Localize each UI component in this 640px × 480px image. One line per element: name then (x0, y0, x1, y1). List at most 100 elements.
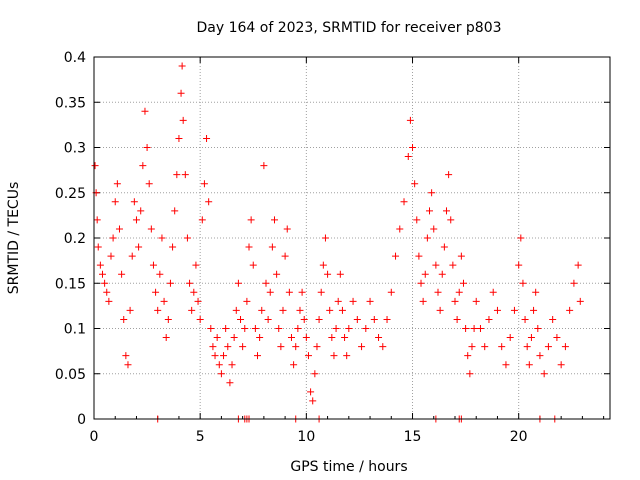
data-point (241, 325, 249, 332)
data-point (122, 352, 130, 360)
data-point (213, 334, 221, 342)
data-point (164, 315, 172, 323)
data-point (428, 189, 436, 197)
data-point (239, 343, 247, 351)
data-point (190, 288, 198, 296)
data-point (245, 243, 253, 251)
data-point (215, 361, 223, 369)
data-point (436, 306, 444, 314)
data-point (171, 207, 179, 215)
data-point (249, 261, 257, 269)
data-point (530, 306, 538, 314)
data-point (404, 153, 412, 161)
data-point (128, 252, 136, 260)
data-point (169, 243, 177, 251)
data-point (118, 270, 126, 278)
data-point (300, 315, 308, 323)
data-point (205, 198, 213, 206)
data-point (468, 343, 476, 351)
data-point (232, 306, 240, 314)
data-point (277, 343, 285, 351)
data-point (166, 279, 174, 287)
data-point (413, 216, 421, 224)
data-point (179, 116, 187, 124)
data-point (137, 207, 145, 215)
x-tick-label: 5 (196, 429, 205, 445)
data-point (220, 352, 228, 360)
data-point (275, 325, 283, 332)
data-point (311, 370, 319, 378)
data-point (107, 252, 115, 260)
data-point (527, 334, 535, 342)
y-tick-label: 0.1 (64, 322, 86, 338)
data-point (392, 252, 400, 260)
data-point (353, 315, 361, 323)
data-point (287, 334, 295, 342)
data-point (103, 288, 111, 296)
data-point (415, 252, 423, 260)
data-point (324, 270, 332, 278)
data-point (91, 162, 99, 170)
plot-frame (93, 56, 611, 420)
data-point (426, 207, 434, 215)
data-point (321, 234, 329, 242)
data-point (574, 261, 582, 269)
data-point (132, 216, 140, 224)
data-point (266, 288, 274, 296)
x-tick-label: 15 (404, 429, 422, 445)
data-point (540, 370, 548, 378)
data-point (290, 361, 298, 369)
data-point (302, 334, 310, 342)
y-tick-label: 0.35 (55, 95, 86, 111)
data-point (328, 334, 336, 342)
y-axis-title: SRMTID / TECUs (6, 182, 22, 295)
data-point (156, 270, 164, 278)
data-points (91, 62, 584, 423)
data-point (281, 252, 289, 260)
data-point (256, 334, 264, 342)
x-axis-title: GPS time / hours (290, 459, 407, 475)
data-point (396, 225, 404, 233)
data-point (251, 325, 259, 332)
data-point (349, 297, 357, 305)
data-point (152, 288, 160, 296)
data-point (115, 225, 123, 233)
data-point (345, 325, 353, 332)
data-point (453, 315, 461, 323)
data-point (334, 297, 342, 305)
data-point (406, 116, 414, 124)
data-point (566, 306, 574, 314)
data-point (506, 334, 514, 342)
data-point (130, 198, 138, 206)
data-point (383, 315, 391, 323)
chart-title: Day 164 of 2023, SRMTID for receiver p80… (196, 20, 501, 36)
data-point (457, 252, 465, 260)
data-point (224, 343, 232, 351)
data-point (498, 343, 506, 351)
data-point (549, 315, 557, 323)
data-point (493, 306, 501, 314)
data-point (525, 361, 533, 369)
data-point (434, 288, 442, 296)
data-point (472, 297, 480, 305)
data-point (304, 352, 312, 360)
data-point (366, 297, 374, 305)
data-point (178, 62, 186, 70)
data-point (544, 343, 552, 351)
data-point (464, 352, 472, 360)
data-point (188, 306, 196, 314)
data-point (226, 379, 234, 387)
data-point (109, 234, 117, 242)
data-point (237, 315, 245, 323)
data-point (411, 180, 419, 188)
data-point (432, 261, 440, 269)
data-point (186, 279, 194, 287)
data-point (177, 89, 185, 97)
data-point (576, 297, 584, 305)
data-point (126, 306, 134, 314)
data-point (375, 334, 383, 342)
data-point (98, 270, 106, 278)
axis-ticks: 0 0.05 0.1 0.15 0.2 0.25 0.3 0.35 0.4 0 5 10 15 20 (55, 50, 610, 445)
data-point (451, 297, 459, 305)
